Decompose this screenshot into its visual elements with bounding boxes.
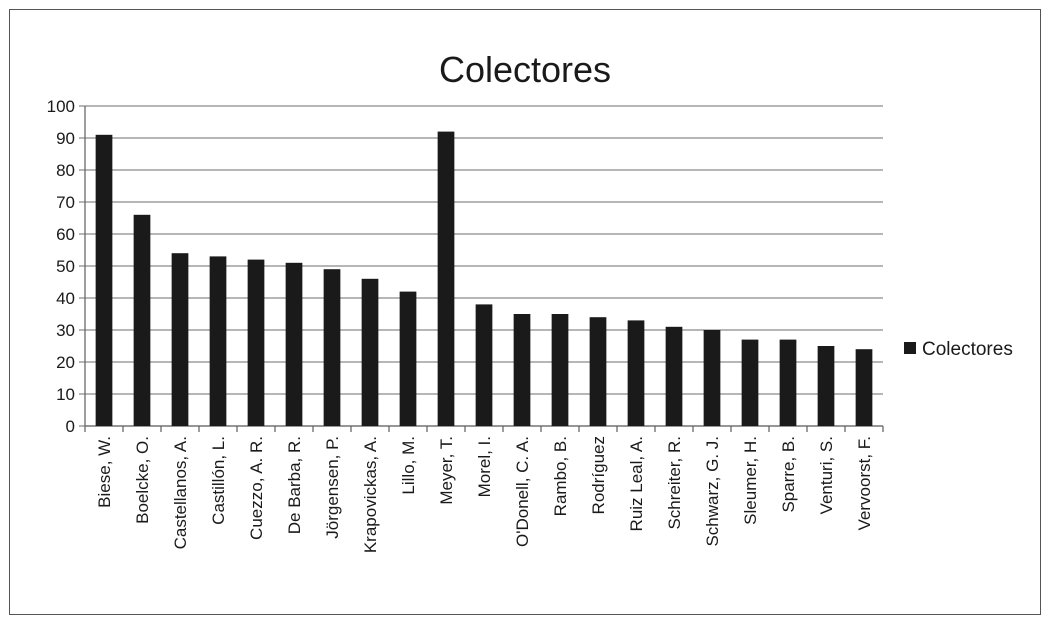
x-tick-label: Rodríguez xyxy=(589,436,608,514)
legend-label: Colectores xyxy=(922,339,1013,360)
legend: Colectores xyxy=(904,339,1013,360)
bar xyxy=(703,330,721,426)
x-tick-label: Rambo, B. xyxy=(551,436,570,516)
bar xyxy=(171,253,189,426)
bar xyxy=(627,320,645,426)
y-tick-label: 40 xyxy=(56,289,75,308)
x-tick-label: Morel, I. xyxy=(475,436,494,497)
y-tick-label: 20 xyxy=(56,353,75,372)
chart-title: Colectores xyxy=(439,49,611,90)
x-tick-label: Cuezzo, A. R. xyxy=(247,436,266,540)
y-tick-label: 60 xyxy=(56,225,75,244)
bar xyxy=(741,339,759,426)
x-tick-label: Sparre, B. xyxy=(779,436,798,513)
y-tick-label: 50 xyxy=(56,257,75,276)
bar xyxy=(437,131,455,426)
x-tick-label: Sleumer, H. xyxy=(741,436,760,525)
x-tick-label: Krapovickas, A. xyxy=(361,436,380,553)
x-tick-label: Schreiter, R. xyxy=(665,436,684,530)
y-tick-label: 0 xyxy=(66,417,75,436)
bar xyxy=(779,339,797,426)
bar xyxy=(665,326,683,426)
y-tick-label: 10 xyxy=(56,385,75,404)
y-tick-label: 100 xyxy=(47,97,75,116)
x-tick-label: Meyer, T. xyxy=(437,436,456,505)
bar xyxy=(209,256,227,426)
bar xyxy=(475,304,493,426)
y-tick-label: 70 xyxy=(56,193,75,212)
y-tick-label: 30 xyxy=(56,321,75,340)
x-tick-label: Biese, W. xyxy=(95,436,114,508)
y-tick-label: 80 xyxy=(56,161,75,180)
bar xyxy=(817,346,835,426)
bar xyxy=(247,259,265,426)
y-axis-tick-labels: 0 10 20 30 40 50 60 70 80 90 100 xyxy=(47,97,75,436)
x-tick-label: Venturi, S. xyxy=(817,436,836,514)
x-tick-label: De Barba, R. xyxy=(285,436,304,534)
x-tick-label: Boelcke, O. xyxy=(133,436,152,524)
x-tick-label: Jörgensen, P. xyxy=(323,436,342,539)
x-tick-label: Schwarz, G. J. xyxy=(703,436,722,547)
bars xyxy=(95,131,873,427)
legend-swatch xyxy=(904,342,916,354)
x-axis-tick-labels: Biese, W. Boelcke, O. Castellanos, A. Casti… xyxy=(95,436,874,553)
bar xyxy=(285,262,303,426)
x-tick-label: Castillón, L. xyxy=(209,436,228,525)
x-tick-label: Castellanos, A. xyxy=(171,436,190,549)
bar xyxy=(589,317,607,426)
bar xyxy=(323,269,341,426)
bar xyxy=(361,278,379,426)
x-tick-label: Lillo, M. xyxy=(399,436,418,495)
bar xyxy=(399,291,417,426)
x-tick-label: Ruiz Leal, A. xyxy=(627,436,646,531)
x-tick-label: O'Donell, C. A. xyxy=(513,436,532,547)
bar xyxy=(513,314,531,426)
bar xyxy=(95,134,113,427)
y-tick-label: 90 xyxy=(56,129,75,148)
bar xyxy=(133,214,151,426)
bar xyxy=(855,349,873,426)
bar xyxy=(551,314,569,426)
x-tick-label: Vervoorst, F. xyxy=(855,436,874,530)
